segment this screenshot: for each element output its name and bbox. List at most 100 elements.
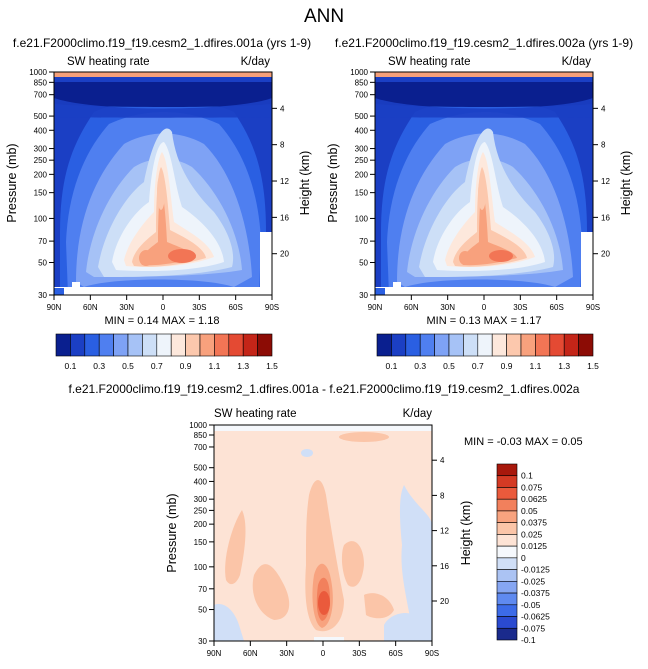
- colorbar-label: 0.3: [414, 361, 426, 371]
- colorbar-swatch: [55, 333, 71, 357]
- colorbar-label: -0.0125: [521, 565, 550, 575]
- y-tick-label: 1000: [29, 68, 47, 77]
- colorbar-label: 1.3: [237, 361, 249, 371]
- colorbar-label: -0.05: [521, 600, 541, 610]
- x-tick-label: 30N: [119, 303, 134, 312]
- colorbar-label: 0.05: [521, 506, 538, 516]
- y-tick-label: 200: [194, 520, 208, 529]
- y-tick-label: 70: [38, 237, 47, 246]
- y2-tick-label: 16: [280, 213, 289, 222]
- colorbar-swatch: [496, 557, 518, 570]
- colorbar-label: -0.0375: [521, 588, 550, 598]
- x-tick-label: 60S: [229, 303, 243, 312]
- y-tick-label: 100: [34, 214, 48, 223]
- y-tick-label: 50: [38, 259, 47, 268]
- colorbar-swatch: [434, 333, 450, 357]
- x-tick-label: 60N: [243, 649, 258, 658]
- colorbar-swatch: [228, 333, 244, 357]
- panel-left-label: SW heating rate: [214, 408, 296, 420]
- x-tick-label: 0: [161, 303, 166, 312]
- y-tick-label: 250: [34, 156, 48, 165]
- y-tick-label: 150: [194, 538, 208, 547]
- panel-left-label: SW heating rate: [67, 56, 149, 68]
- colorbar-swatch: [563, 333, 579, 357]
- y2-tick-label: 4: [601, 104, 606, 113]
- colorbar-label: 0.9: [180, 361, 192, 371]
- colorbar-swatch: [496, 592, 518, 606]
- y-tick-label: 700: [34, 91, 48, 100]
- colorbar-swatch: [535, 333, 551, 357]
- colorbar-label: 1.1: [208, 361, 220, 371]
- x-tick-label: 30S: [192, 303, 206, 312]
- y2-tick-label: 8: [601, 141, 606, 150]
- colorbar-swatch: [496, 534, 518, 547]
- y2-tick-label: 12: [601, 177, 610, 186]
- y-tick-label: 50: [198, 606, 207, 615]
- x-tick-label: 30N: [440, 303, 455, 312]
- figure-title: ANN: [304, 6, 344, 27]
- colorbar-swatch: [185, 333, 201, 357]
- colorbar-swatch: [199, 333, 215, 357]
- colorbar-swatch: [496, 581, 518, 594]
- x-tick-label: 30N: [279, 649, 294, 658]
- colorbar-swatch: [127, 333, 143, 357]
- panel-title: f.e21.F2000climo.f19_f19.cesm2_1.dfires.…: [69, 382, 580, 396]
- y-axis-title: Pressure (mb): [165, 493, 179, 572]
- colorbar-label: 1.5: [266, 361, 278, 371]
- y-tick-label: 30: [198, 637, 207, 646]
- colorbar-swatch: [376, 333, 392, 357]
- y2-tick-label: 12: [440, 527, 449, 536]
- y-tick-label: 400: [34, 126, 48, 135]
- y2-axis-title: Height (km): [298, 151, 312, 216]
- y-tick-label: 200: [355, 170, 369, 179]
- colorbar-swatch: [242, 333, 258, 357]
- colorbar-label: 0.1: [64, 361, 76, 371]
- colorbar-swatch: [496, 522, 518, 535]
- colorbar-swatch: [496, 487, 518, 500]
- y2-tick-label: 8: [440, 491, 445, 500]
- panel-title: f.e21.F2000climo.f19_f19.cesm2_1.dfires.…: [13, 36, 311, 50]
- y-tick-label: 500: [355, 112, 369, 121]
- y2-tick-label: 20: [280, 250, 289, 259]
- colorbar-swatch: [491, 333, 507, 357]
- x-tick-label: 0: [321, 649, 326, 658]
- y-tick-label: 400: [194, 477, 208, 486]
- y-tick-label: 70: [198, 585, 207, 594]
- colorbar-label: 0.0125: [521, 541, 547, 551]
- x-tick-label: 30S: [513, 303, 527, 312]
- colorbar-swatch: [142, 333, 158, 357]
- colorbar-swatch: [496, 510, 518, 523]
- panel-002a: f.e21.F2000climo.f19_f19.cesm2_1.dfires.…: [326, 36, 633, 327]
- colorbar-label: 0.0625: [521, 494, 547, 504]
- panel-stats: MIN = 0.13 MAX = 1.17: [427, 315, 542, 327]
- x-tick-label: 90N: [207, 649, 222, 658]
- colorbar-label: 0.5: [122, 361, 134, 371]
- colorbar-swatch: [448, 333, 464, 357]
- y2-tick-label: 16: [440, 562, 449, 571]
- colorbar-abs-left: 0.1 0.3 0.5 0.7 0.9 1.1 1.3 1.5: [55, 333, 278, 371]
- colorbar-label: 0.0375: [521, 518, 547, 528]
- panel-difference: f.e21.F2000climo.f19_f19.cesm2_1.dfires.…: [69, 382, 583, 658]
- y2-axis-title: Height (km): [459, 501, 473, 566]
- panel-left-label: SW heating rate: [388, 56, 470, 68]
- y-tick-label: 850: [355, 78, 369, 87]
- colorbar-swatch: [496, 545, 518, 559]
- x-tick-label: 90S: [425, 649, 439, 658]
- colorbar-label: 1.1: [529, 361, 541, 371]
- colorbar-label: -0.025: [521, 576, 545, 586]
- y-tick-label: 300: [34, 145, 48, 154]
- y-tick-label: 1000: [350, 68, 368, 77]
- panel-stats: MIN = -0.03 MAX = 0.05: [464, 436, 583, 448]
- y-tick-label: 700: [194, 443, 208, 452]
- y-axis-title: Pressure (mb): [326, 143, 340, 222]
- colorbar-label: -0.075: [521, 623, 545, 633]
- y-tick-label: 200: [34, 170, 48, 179]
- y-axis-title: Pressure (mb): [5, 143, 19, 222]
- colorbar-swatch: [70, 333, 86, 357]
- y-tick-label: 50: [359, 259, 368, 268]
- colorbar-label: 1.5: [587, 361, 599, 371]
- y2-tick-label: 8: [280, 141, 285, 150]
- colorbar-swatch: [496, 604, 518, 617]
- x-tick-label: 0: [482, 303, 487, 312]
